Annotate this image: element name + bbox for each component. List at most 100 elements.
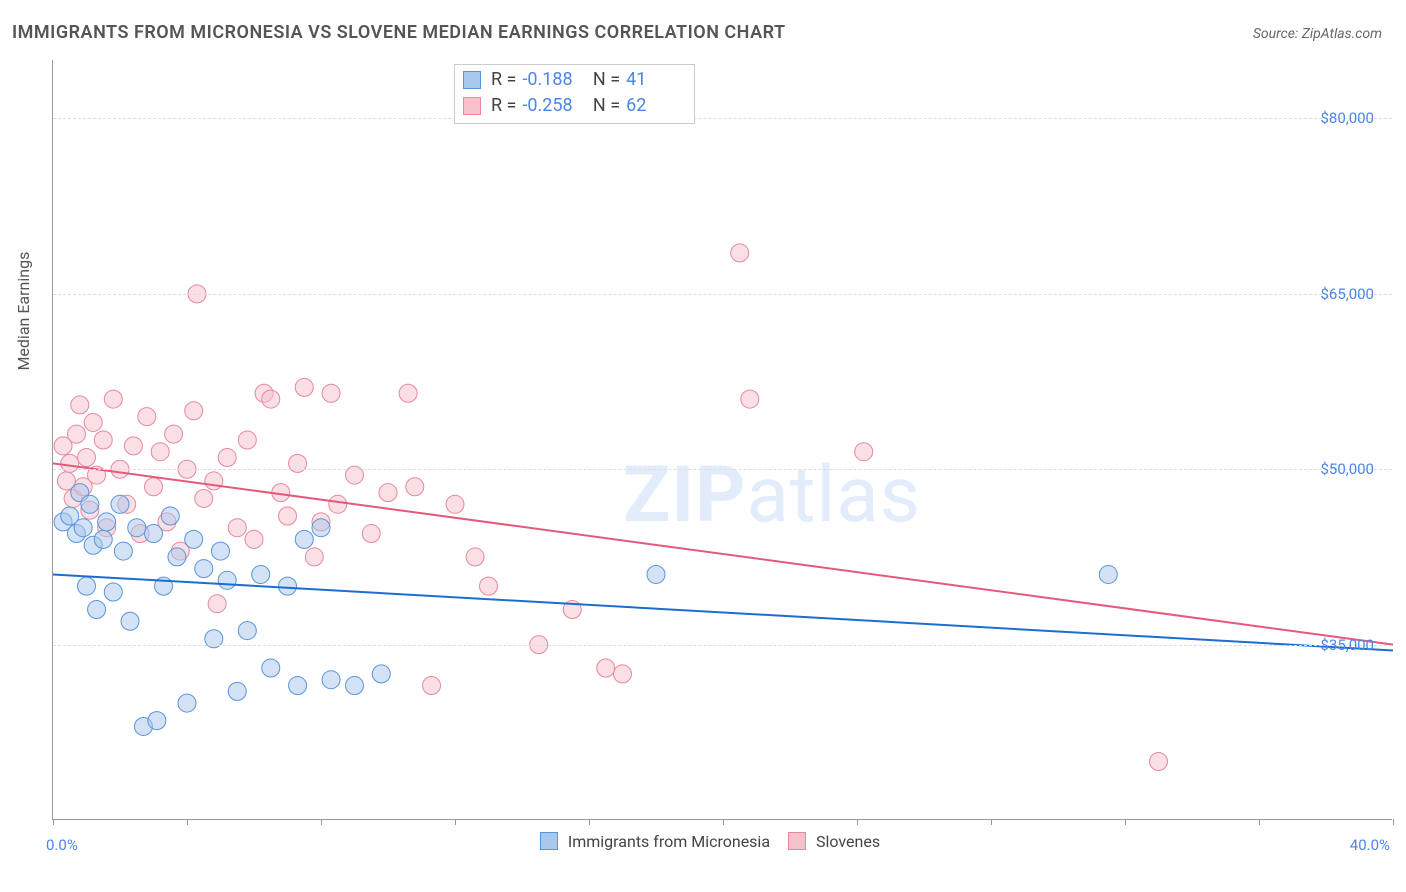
scatter-point <box>295 530 313 548</box>
n-value-slovenes: 62 <box>626 93 686 119</box>
legend-swatch-micronesia-icon <box>540 832 558 850</box>
r-value-slovenes: -0.258 <box>522 93 582 119</box>
scatter-point <box>212 542 230 560</box>
legend-label-micronesia: Immigrants from Micronesia <box>568 832 770 851</box>
y-tick-label: $50,000 <box>1320 460 1374 478</box>
scatter-point <box>262 659 280 677</box>
scatter-point <box>245 530 263 548</box>
scatter-point <box>74 519 92 537</box>
x-tick <box>723 819 724 825</box>
x-tick <box>589 819 590 825</box>
scatter-point <box>731 244 749 262</box>
scatter-point <box>741 390 759 408</box>
scatter-point <box>346 677 364 695</box>
scatter-point <box>1150 753 1168 771</box>
scatter-point <box>145 478 163 496</box>
swatch-micronesia-icon <box>463 71 481 89</box>
scatter-svg <box>53 60 1392 819</box>
scatter-point <box>151 443 169 461</box>
scatter-point <box>423 677 441 695</box>
scatter-point <box>228 682 246 700</box>
scatter-point <box>406 478 424 496</box>
scatter-point <box>218 571 236 589</box>
scatter-point <box>279 577 297 595</box>
scatter-point <box>138 408 156 426</box>
scatter-point <box>88 601 106 619</box>
scatter-point <box>98 513 116 531</box>
scatter-point <box>81 495 99 513</box>
r-label: R = <box>491 93 516 119</box>
grid-line <box>53 118 1392 119</box>
scatter-point <box>322 671 340 689</box>
scatter-point <box>195 560 213 578</box>
chart-plot-area: ZIPatlas $35,000$50,000$65,000$80,000 <box>52 60 1392 820</box>
scatter-point <box>185 530 203 548</box>
scatter-point <box>114 542 132 560</box>
scatter-point <box>78 449 96 467</box>
scatter-point <box>208 595 226 613</box>
x-tick <box>991 819 992 825</box>
scatter-point <box>124 437 142 455</box>
scatter-point <box>78 577 96 595</box>
scatter-point <box>466 548 484 566</box>
x-tick <box>53 819 54 825</box>
grid-line <box>53 469 1392 470</box>
x-tick <box>1125 819 1126 825</box>
x-tick <box>1393 819 1394 825</box>
scatter-point <box>205 472 223 490</box>
n-label: N = <box>588 67 620 93</box>
scatter-point <box>446 495 464 513</box>
scatter-point <box>94 530 112 548</box>
scatter-point <box>104 390 122 408</box>
scatter-point <box>161 507 179 525</box>
stats-legend-box: R = -0.188 N = 41 R = -0.258 N = 62 <box>454 64 695 124</box>
scatter-point <box>262 390 280 408</box>
grid-line <box>53 294 1392 295</box>
scatter-point <box>329 495 347 513</box>
y-tick-label: $35,000 <box>1320 636 1374 654</box>
scatter-point <box>145 525 163 543</box>
stats-row-slovenes: R = -0.258 N = 62 <box>463 93 686 119</box>
x-tick <box>1259 819 1260 825</box>
bottom-legend: Immigrants from Micronesia Slovenes <box>0 832 1406 851</box>
scatter-point <box>1099 565 1117 583</box>
scatter-point <box>178 694 196 712</box>
scatter-point <box>252 565 270 583</box>
scatter-point <box>647 565 665 583</box>
scatter-point <box>312 519 330 537</box>
scatter-point <box>67 425 85 443</box>
y-tick-label: $65,000 <box>1320 285 1374 303</box>
x-tick <box>857 819 858 825</box>
scatter-point <box>228 519 246 537</box>
scatter-point <box>165 425 183 443</box>
scatter-point <box>372 665 390 683</box>
scatter-point <box>597 659 615 677</box>
scatter-point <box>295 378 313 396</box>
chart-title: IMMIGRANTS FROM MICRONESIA VS SLOVENE ME… <box>12 22 786 43</box>
n-value-micronesia: 41 <box>626 67 686 93</box>
scatter-point <box>279 507 297 525</box>
y-axis-label: Median Earnings <box>14 252 33 371</box>
scatter-point <box>195 489 213 507</box>
scatter-point <box>855 443 873 461</box>
scatter-point <box>121 612 139 630</box>
n-label: N = <box>588 93 620 119</box>
scatter-point <box>322 384 340 402</box>
scatter-point <box>111 495 129 513</box>
scatter-point <box>362 525 380 543</box>
scatter-point <box>399 384 417 402</box>
y-tick-label: $80,000 <box>1320 109 1374 127</box>
legend-label-slovenes: Slovenes <box>816 832 880 851</box>
trend-line <box>53 574 1393 650</box>
grid-line <box>53 645 1392 646</box>
x-tick <box>187 819 188 825</box>
scatter-point <box>168 548 186 566</box>
scatter-point <box>218 449 236 467</box>
x-tick <box>321 819 322 825</box>
x-tick <box>455 819 456 825</box>
scatter-point <box>104 583 122 601</box>
scatter-point <box>480 577 498 595</box>
scatter-point <box>614 665 632 683</box>
scatter-point <box>84 413 102 431</box>
scatter-point <box>128 519 146 537</box>
